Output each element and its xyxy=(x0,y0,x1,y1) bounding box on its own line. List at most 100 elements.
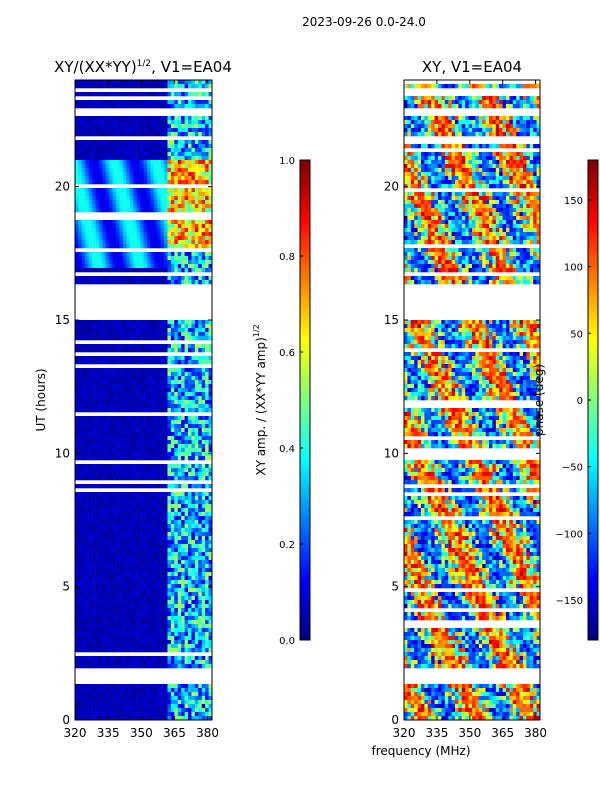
heatmap-cell xyxy=(126,456,131,461)
heatmap-cell xyxy=(184,540,189,545)
heatmap-cell xyxy=(177,168,182,173)
heatmap-cell xyxy=(160,404,165,409)
heatmap-cell xyxy=(92,624,96,629)
heatmap-cell xyxy=(170,276,175,281)
heatmap-cell xyxy=(153,640,158,645)
heatmap-cell xyxy=(201,604,206,609)
heatmap-cell xyxy=(122,612,127,617)
heatmap-cell xyxy=(116,552,120,557)
heatmap-cell xyxy=(112,348,117,353)
heatmap-cell xyxy=(116,148,120,153)
heatmap-cell xyxy=(136,576,141,581)
heatmap-cell xyxy=(177,260,182,265)
heatmap-cell xyxy=(184,388,189,393)
heatmap-cell xyxy=(160,624,165,629)
heatmap-cell xyxy=(153,588,158,593)
heatmap-cell xyxy=(119,396,124,401)
heatmap-cell xyxy=(140,332,144,337)
heatmap-cell xyxy=(153,504,158,509)
heatmap-cell xyxy=(194,688,199,693)
heatmap-cell xyxy=(174,644,179,649)
heatmap-cell xyxy=(194,328,199,333)
heatmap-cell xyxy=(157,152,161,157)
heatmap-cell xyxy=(157,556,161,561)
heatmap-cell xyxy=(112,516,117,521)
heatmap-cell xyxy=(157,188,161,193)
heatmap-cell xyxy=(119,360,124,365)
heatmap-cell xyxy=(164,660,168,665)
heatmap-cell xyxy=(198,80,203,85)
heatmap-cell xyxy=(198,476,203,481)
heatmap-cell xyxy=(177,612,182,617)
heatmap-cell xyxy=(81,348,86,353)
heatmap-cell xyxy=(119,148,124,153)
heatmap-cell xyxy=(119,100,124,105)
heatmap-cell xyxy=(201,252,206,257)
heatmap-cell xyxy=(181,144,185,149)
heatmap-cell xyxy=(201,204,206,209)
heatmap-cell xyxy=(119,336,124,341)
heatmap-cell xyxy=(170,124,175,129)
heatmap-cell xyxy=(174,640,179,645)
heatmap-cell xyxy=(146,332,151,337)
heatmap-cell xyxy=(116,560,120,565)
heatmap-cell xyxy=(112,696,117,701)
heatmap-cell xyxy=(133,360,137,365)
heatmap-cell xyxy=(126,644,131,649)
heatmap-cell xyxy=(167,696,172,701)
heatmap-cell xyxy=(164,380,168,385)
heatmap-cell xyxy=(81,616,86,621)
heatmap-cell xyxy=(119,612,124,617)
heatmap-cell xyxy=(201,600,206,605)
heatmap-cell xyxy=(201,376,206,381)
heatmap-cell xyxy=(92,544,96,549)
heatmap-cell xyxy=(153,84,158,89)
heatmap-cell xyxy=(95,464,100,469)
heatmap-cell xyxy=(201,540,206,545)
heatmap-cell xyxy=(105,160,110,165)
heatmap-cell xyxy=(191,240,196,245)
heatmap-cell xyxy=(126,384,131,389)
heatmap-cell xyxy=(122,80,127,85)
heatmap-cell xyxy=(92,380,96,385)
heatmap-cell xyxy=(157,560,161,565)
heatmap-cell xyxy=(201,468,206,473)
heatmap-cell xyxy=(146,604,151,609)
heatmap-cell xyxy=(88,476,93,481)
heatmap-cell xyxy=(143,280,148,285)
heatmap-cell xyxy=(92,164,96,169)
heatmap-cell xyxy=(119,104,124,109)
heatmap-cell xyxy=(181,512,185,517)
heatmap-cell xyxy=(88,500,93,505)
heatmap-cell xyxy=(160,592,165,597)
heatmap-cell xyxy=(198,516,203,521)
heatmap-cell xyxy=(167,580,172,585)
heatmap-cell xyxy=(164,560,168,565)
heatmap-cell xyxy=(150,408,155,413)
heatmap-cell xyxy=(201,80,206,85)
heatmap-cell xyxy=(181,432,185,437)
heatmap-cell xyxy=(181,120,185,125)
heatmap-cell xyxy=(140,656,144,661)
heatmap-cell xyxy=(188,80,192,85)
heatmap-cell xyxy=(201,416,206,421)
heatmap-cell xyxy=(133,508,137,513)
heatmap-cell xyxy=(136,92,141,97)
heatmap-cell xyxy=(188,388,192,393)
heatmap-cell xyxy=(112,104,117,109)
heatmap-cell xyxy=(146,496,151,501)
heatmap-cell xyxy=(177,548,182,553)
heatmap-cell xyxy=(140,628,144,633)
heatmap-cell xyxy=(208,644,212,649)
heatmap-cell xyxy=(81,612,86,617)
heatmap-cell xyxy=(198,692,203,697)
heatmap-cell xyxy=(140,384,144,389)
heatmap-cell xyxy=(105,624,110,629)
heatmap-cell xyxy=(167,84,172,89)
heatmap-cell xyxy=(95,472,100,477)
heatmap-cell xyxy=(157,520,161,525)
heatmap-cell xyxy=(177,624,182,629)
heatmap-cell xyxy=(143,84,148,89)
heatmap-cell xyxy=(136,500,141,505)
heatmap-cell xyxy=(191,448,196,453)
